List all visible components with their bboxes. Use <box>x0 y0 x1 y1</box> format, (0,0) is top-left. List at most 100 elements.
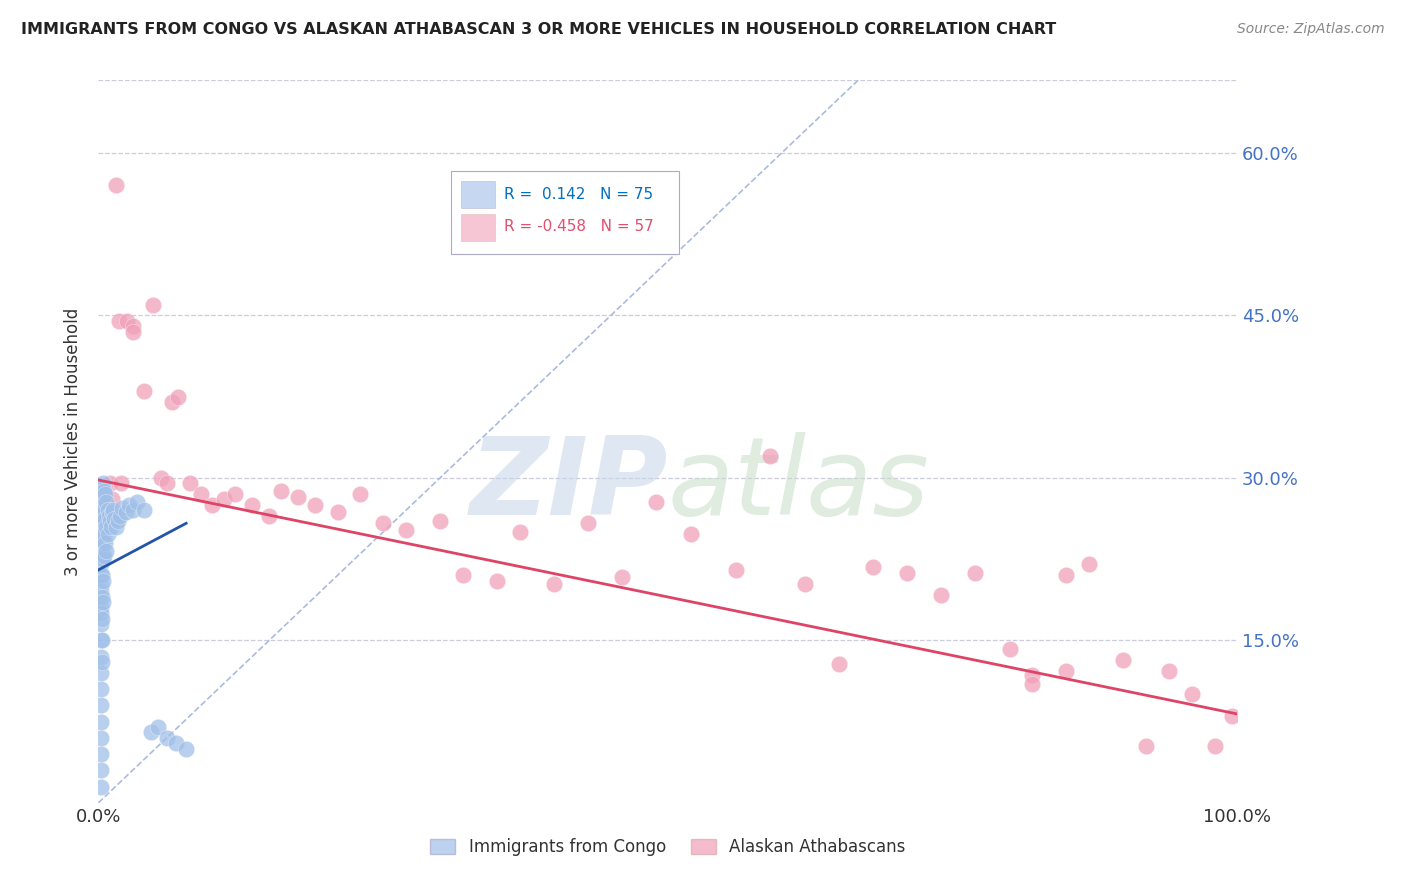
Text: Source: ZipAtlas.com: Source: ZipAtlas.com <box>1237 22 1385 37</box>
Point <box>165 736 187 750</box>
Point <box>167 390 190 404</box>
Point <box>190 487 212 501</box>
Point <box>103 512 125 526</box>
FancyBboxPatch shape <box>451 170 679 253</box>
Point <box>679 527 702 541</box>
Point <box>486 574 509 588</box>
Point <box>104 519 127 533</box>
Point <box>1135 739 1157 754</box>
Point <box>1054 664 1078 678</box>
Point <box>828 657 851 672</box>
Point <box>259 508 281 523</box>
Point <box>90 579 112 593</box>
Point <box>395 523 418 537</box>
Point <box>90 584 112 599</box>
Point <box>91 552 114 566</box>
Point <box>108 508 131 523</box>
FancyBboxPatch shape <box>461 181 495 208</box>
Point <box>1181 688 1204 702</box>
Point <box>118 498 141 512</box>
Point <box>90 714 112 729</box>
Point <box>90 780 112 794</box>
Text: R = -0.458   N = 57: R = -0.458 N = 57 <box>503 219 654 235</box>
Point <box>90 492 112 507</box>
Point <box>1021 668 1043 682</box>
Point <box>1021 676 1043 690</box>
Point <box>645 494 668 508</box>
Point <box>101 492 124 507</box>
Point <box>240 498 263 512</box>
Point <box>793 577 815 591</box>
Point <box>90 764 112 778</box>
Point <box>156 476 179 491</box>
Point <box>1054 568 1078 582</box>
Point <box>1220 709 1243 723</box>
Point <box>1204 739 1226 754</box>
Point <box>90 698 112 713</box>
Point <box>179 476 201 491</box>
Point <box>115 314 138 328</box>
Point <box>93 527 115 541</box>
Point <box>90 503 112 517</box>
Point <box>270 483 292 498</box>
Point <box>96 503 118 517</box>
Point <box>90 600 112 615</box>
Point <box>576 516 599 531</box>
Point <box>509 524 531 539</box>
Point <box>98 476 121 491</box>
Point <box>90 568 112 582</box>
Point <box>174 741 197 756</box>
Point <box>90 552 112 566</box>
Point <box>108 314 131 328</box>
Point <box>93 483 115 498</box>
Point <box>543 577 565 591</box>
Point <box>103 503 125 517</box>
Point <box>90 655 112 669</box>
Point <box>90 508 112 523</box>
Text: ZIP: ZIP <box>470 432 668 538</box>
Point <box>929 588 952 602</box>
Point <box>90 590 112 604</box>
Point <box>96 494 118 508</box>
Point <box>114 506 136 520</box>
Point <box>201 498 224 512</box>
Point <box>100 519 122 533</box>
Point <box>96 519 118 533</box>
Point <box>162 395 184 409</box>
Y-axis label: 3 or more Vehicles in Household: 3 or more Vehicles in Household <box>65 308 83 575</box>
Point <box>90 541 112 556</box>
Point <box>90 549 112 563</box>
Point <box>91 533 114 548</box>
Point <box>287 491 309 505</box>
Point <box>1078 558 1101 572</box>
Point <box>139 725 162 739</box>
Point <box>90 747 112 761</box>
Point <box>146 720 169 734</box>
Point <box>110 476 132 491</box>
Point <box>96 527 118 541</box>
Point <box>612 570 634 584</box>
Point <box>121 503 143 517</box>
Point <box>127 494 149 508</box>
Point <box>371 516 394 531</box>
Point <box>90 665 112 680</box>
Point <box>91 574 114 588</box>
Point <box>90 731 112 745</box>
Point <box>90 649 112 664</box>
Point <box>90 487 112 501</box>
Point <box>91 514 114 528</box>
Point <box>91 595 114 609</box>
Point <box>862 559 884 574</box>
Point <box>107 514 129 528</box>
Point <box>97 508 120 523</box>
Point <box>349 487 371 501</box>
Point <box>429 514 451 528</box>
Point <box>93 506 115 520</box>
Point <box>111 501 134 516</box>
Point <box>90 498 112 512</box>
Point <box>896 566 918 581</box>
Point <box>96 544 118 558</box>
Point <box>94 536 117 550</box>
Point <box>91 476 114 491</box>
Point <box>94 487 117 501</box>
